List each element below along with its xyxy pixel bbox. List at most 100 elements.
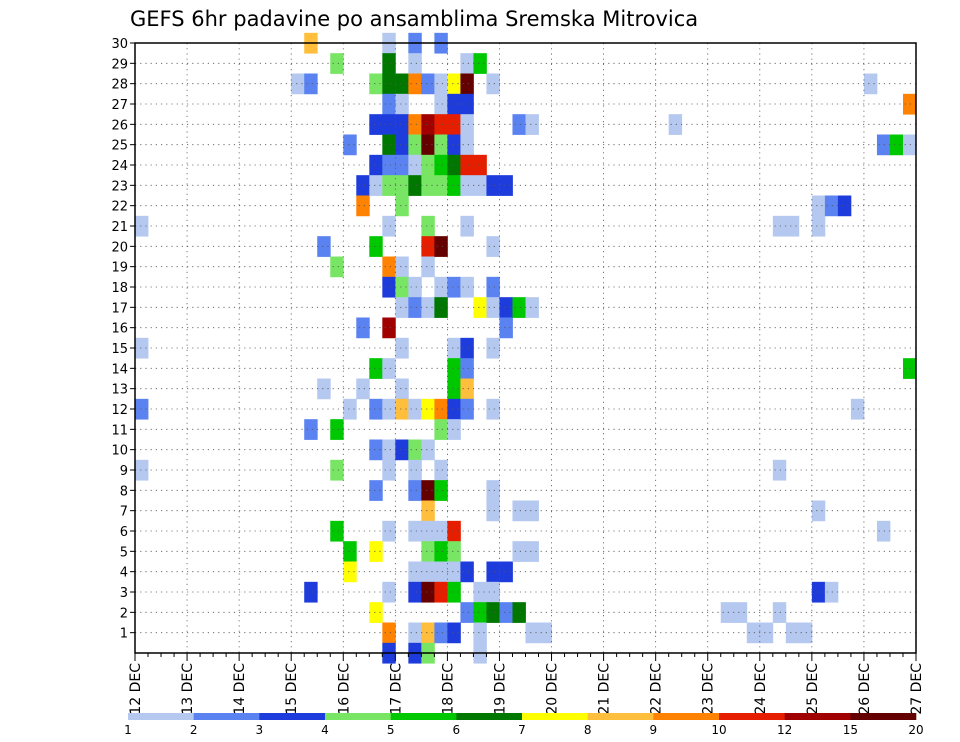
heatmap-cell (525, 541, 539, 562)
heatmap-cell (356, 378, 370, 400)
heatmap-cell (447, 378, 461, 400)
heatmap-cell (434, 581, 448, 603)
heatmap-cell (902, 134, 917, 156)
heatmap-cell (447, 561, 461, 583)
heatmap-cell (785, 622, 800, 644)
heatmap-cell (460, 276, 474, 298)
heatmap-cell (447, 419, 461, 440)
heatmap-cell (525, 622, 539, 644)
heatmap-cell (395, 337, 409, 359)
heatmap-cell (343, 134, 357, 156)
x-tick-label: 14 DEC (232, 663, 248, 715)
heatmap-cells (135, 32, 917, 664)
heatmap-cell (460, 337, 474, 359)
heatmap-cell (408, 134, 422, 156)
heatmap-cell (369, 541, 383, 562)
heatmap-cell (382, 175, 396, 196)
heatmap-cell (408, 398, 422, 420)
colorbar-segment (522, 713, 588, 720)
heatmap-cell (382, 215, 396, 237)
heatmap-cell (304, 73, 318, 95)
heatmap-cell (499, 561, 513, 583)
heatmap-cell (408, 175, 422, 196)
heatmap-cell (460, 215, 474, 237)
heatmap-cell (499, 297, 513, 318)
heatmap-cell (486, 480, 500, 501)
heatmap-cell (447, 154, 461, 176)
x-tick-label: 16 DEC (336, 663, 352, 715)
colorbar-segment (784, 713, 851, 720)
heatmap-cell (304, 581, 318, 603)
heatmap-cell (408, 53, 422, 74)
heatmap-cell (369, 398, 383, 420)
y-tick-label: 15 (111, 342, 128, 357)
heatmap-cell (395, 378, 409, 400)
heatmap-cell (395, 93, 409, 115)
colorbar: 1 2 3 4 5 6 7 8 9 10 12 15 20 (124, 713, 924, 737)
heatmap-cell (824, 195, 839, 217)
heatmap-cell (421, 398, 435, 420)
y-tick-label: 2 (120, 606, 128, 621)
y-tick-label: 30 (111, 37, 128, 52)
colorbar-label: 5 (387, 723, 395, 737)
heatmap-cell (772, 602, 787, 623)
heatmap-cell (876, 134, 891, 156)
y-tick-label: 19 (111, 261, 128, 276)
heatmap-cell (421, 256, 435, 278)
heatmap-cell (447, 134, 461, 156)
heatmap-cell (135, 459, 149, 481)
heatmap-cell (512, 114, 526, 135)
heatmap-cell (447, 520, 461, 542)
heatmap-cell (486, 337, 500, 359)
heatmap-cell (512, 500, 526, 522)
heatmap-cell (759, 622, 774, 644)
heatmap-cell (525, 297, 539, 318)
heatmap-cell (421, 154, 435, 176)
y-tick-label: 12 (111, 403, 128, 418)
colorbar-label: 2 (190, 723, 198, 737)
heatmap-cell (434, 398, 448, 420)
x-tick-label: 24 DEC (753, 663, 769, 715)
heatmap-cell (434, 236, 448, 257)
heatmap-cell (382, 93, 396, 115)
heatmap-cell (512, 541, 526, 562)
heatmap-cell (395, 297, 409, 318)
y-tick-label: 18 (111, 281, 128, 296)
heatmap-cell (460, 378, 474, 400)
colorbar-label: 6 (453, 723, 461, 737)
heatmap-cell (434, 134, 448, 156)
heatmap-cell (434, 73, 448, 95)
heatmap-cell (421, 73, 435, 95)
heatmap-cell (356, 195, 370, 217)
heatmap-cell (486, 297, 500, 318)
heatmap-cell (473, 622, 487, 644)
heatmap-cell (356, 175, 370, 196)
heatmap-cell (902, 93, 917, 115)
heatmap-cell (512, 297, 526, 318)
heatmap-cell (486, 500, 500, 522)
heatmap-cell (434, 459, 448, 481)
heatmap-cell (395, 195, 409, 217)
heatmap-cell (499, 317, 513, 339)
heatmap-cell (785, 215, 800, 237)
heatmap-cell (473, 175, 487, 196)
colorbar-label: 15 (843, 723, 858, 737)
heatmap-cell (772, 215, 787, 237)
heatmap-cell (720, 602, 735, 623)
colorbar-segment (850, 713, 917, 720)
colorbar-segment (456, 713, 523, 720)
x-tick-label: 13 DEC (180, 663, 196, 715)
heatmap-cell (499, 175, 513, 196)
y-tick-label: 11 (111, 423, 128, 438)
heatmap-cell (486, 561, 500, 583)
y-tick-label: 16 (111, 322, 128, 337)
heatmap-cell (330, 459, 344, 481)
heatmap-cell (460, 114, 474, 135)
heatmap-cell (889, 134, 904, 156)
heatmap-cell (408, 297, 422, 318)
heatmap-cell (486, 602, 500, 623)
heatmap-cell (434, 419, 448, 440)
heatmap-cell (447, 114, 461, 135)
heatmap-cell (421, 581, 435, 603)
